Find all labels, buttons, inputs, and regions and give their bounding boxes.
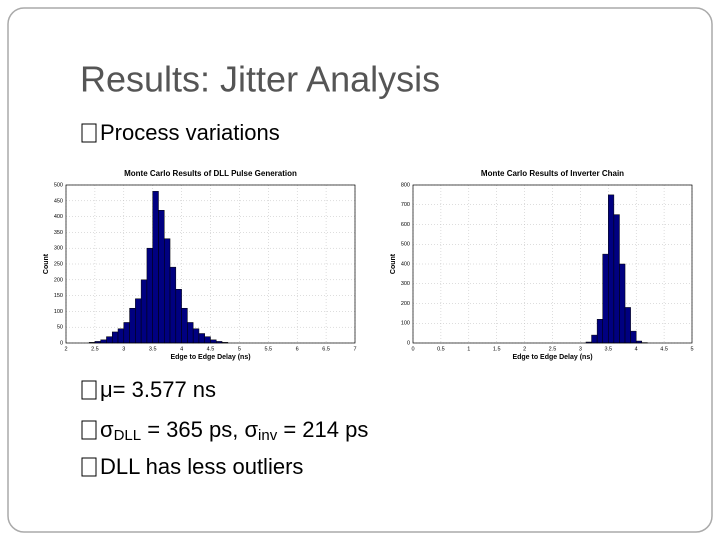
chart-title: Monte Carlo Results of Inverter Chain: [481, 169, 624, 178]
bar: [602, 253, 609, 344]
y-axis-label: Count: [43, 253, 50, 274]
bullet: Process variations: [100, 120, 280, 145]
x-tick-label: 3: [579, 346, 582, 352]
subscript: DLL: [114, 427, 142, 444]
x-tick-label: 5.5: [264, 346, 272, 352]
bar: [117, 328, 125, 344]
bar: [613, 214, 620, 344]
x-tick-label: 2: [523, 346, 526, 352]
y-tick-label: 300: [401, 281, 410, 287]
bar: [111, 331, 119, 344]
y-tick-label: 0: [60, 340, 63, 346]
bar: [100, 339, 107, 344]
y-tick-label: 350: [54, 230, 63, 236]
x-tick-label: 6: [296, 346, 299, 352]
bar: [204, 336, 211, 344]
x-tick-label: 0: [411, 346, 414, 352]
bar: [152, 191, 159, 344]
x-tick-label: 3.5: [604, 346, 612, 352]
bar: [181, 307, 188, 344]
text: σ: [100, 417, 114, 442]
y-axis-label: Count: [390, 253, 397, 274]
x-tick-label: 4: [180, 346, 183, 352]
x-axis-label: Edge to Edge Delay (ns): [512, 354, 592, 361]
bar: [123, 322, 130, 344]
bar: [596, 319, 603, 344]
y-tick-label: 150: [54, 293, 63, 299]
y-tick-label: 450: [54, 198, 63, 204]
slide-title: Results: Jitter Analysis: [80, 59, 440, 100]
x-axis-label: Edge to Edge Delay (ns): [170, 354, 250, 361]
x-tick-label: 4.5: [660, 346, 668, 352]
y-tick-label: 100: [54, 309, 63, 315]
plot-frame: [412, 184, 693, 344]
bar: [135, 298, 142, 344]
subscript: inv: [258, 427, 278, 444]
bar: [619, 263, 626, 344]
bullet: σDLL = 365 ps, σinv = 214 ps: [100, 417, 368, 444]
bullet-icon: [81, 380, 97, 400]
bar: [187, 322, 194, 344]
x-tick-label: 6.5: [322, 346, 330, 352]
bullet: DLL has less outliers: [100, 454, 303, 479]
y-tick-label: 0: [407, 340, 410, 346]
text: = 365 ps, σ: [141, 417, 258, 442]
bar: [175, 289, 182, 344]
bar: [140, 279, 148, 344]
bar: [591, 334, 598, 344]
bar: [164, 238, 171, 344]
x-tick-label: 2.5: [549, 346, 557, 352]
y-tick-label: 400: [401, 261, 410, 267]
bullet: μ= 3.577 ns: [100, 377, 216, 402]
y-tick-label: 300: [54, 246, 63, 252]
x-tick-label: 4: [635, 346, 638, 352]
x-tick-label: 2.5: [91, 346, 99, 352]
y-tick-label: 100: [401, 321, 410, 327]
bullet-icon: [81, 457, 97, 477]
x-tick-label: 7: [353, 346, 356, 352]
bar: [624, 307, 631, 344]
bar: [129, 307, 136, 344]
bar: [106, 336, 113, 344]
bar: [192, 328, 200, 344]
y-tick-label: 200: [54, 277, 63, 283]
x-tick-label: 3.5: [149, 346, 157, 352]
bar: [608, 194, 615, 344]
y-tick-label: 50: [57, 325, 63, 331]
bullet-icon: [81, 123, 97, 143]
chart-title: Monte Carlo Results of DLL Pulse Generat…: [124, 169, 297, 178]
plot-frame: [65, 184, 356, 344]
x-tick-label: 5: [238, 346, 241, 352]
bar: [158, 210, 165, 344]
bar: [146, 247, 153, 344]
y-tick-label: 200: [401, 301, 410, 307]
bar: [198, 333, 205, 344]
x-tick-label: 1.5: [493, 346, 501, 352]
x-tick-label: 0.5: [437, 346, 445, 352]
y-tick-label: 700: [401, 202, 410, 208]
bar: [210, 339, 217, 344]
text: = 214 ps: [277, 417, 368, 442]
bar: [169, 266, 177, 344]
x-tick-label: 2: [64, 346, 67, 352]
x-tick-label: 1: [467, 346, 470, 352]
y-tick-label: 500: [54, 182, 63, 188]
y-tick-label: 250: [54, 261, 63, 267]
slide-frame: [7, 7, 713, 533]
x-tick-label: 5: [690, 346, 693, 352]
y-tick-label: 500: [401, 242, 410, 248]
x-tick-label: 3: [122, 346, 125, 352]
y-tick-label: 600: [401, 222, 410, 228]
y-tick-label: 400: [54, 214, 63, 220]
x-tick-label: 4.5: [207, 346, 215, 352]
y-tick-label: 800: [401, 182, 410, 188]
bar: [630, 330, 637, 344]
bullet-icon: [81, 420, 97, 440]
